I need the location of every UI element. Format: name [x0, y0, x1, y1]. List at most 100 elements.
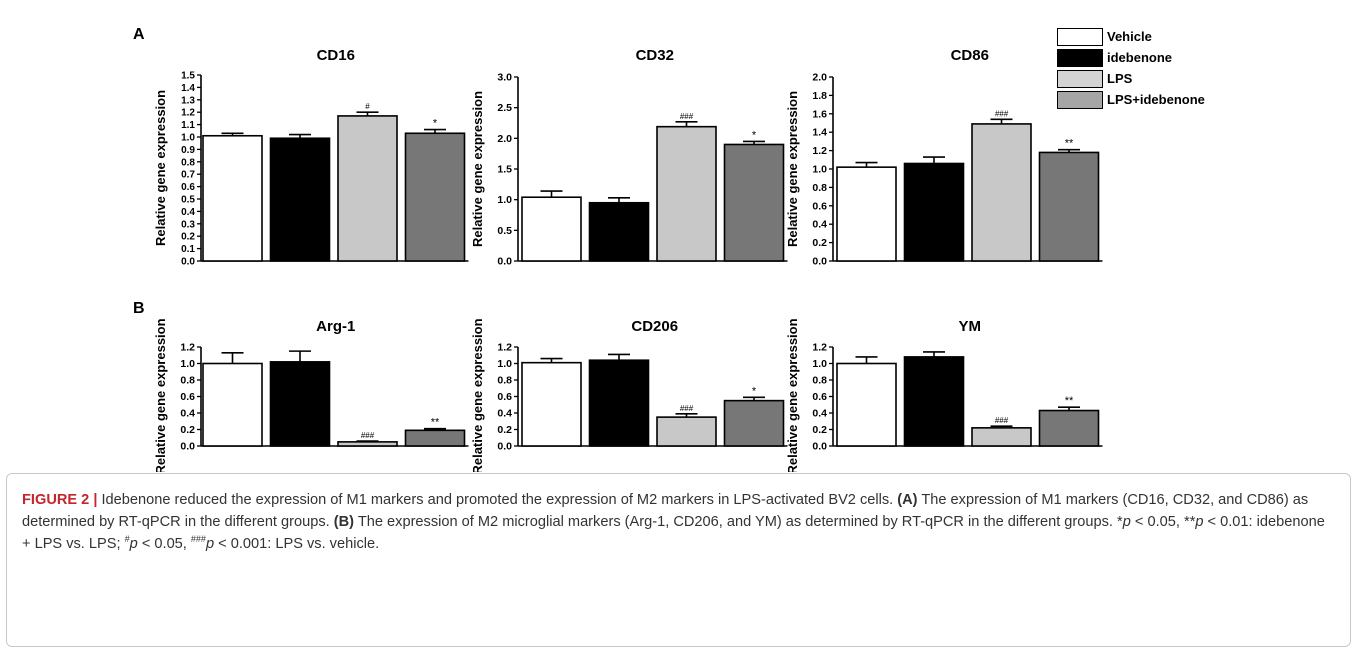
significance-mark-ym-3: ### — [995, 416, 1009, 425]
y-tick-label-cd16: 0.3 — [181, 219, 195, 230]
chart-title-cd206: CD206 — [631, 318, 678, 335]
legend-swatch-vehicle — [1057, 28, 1103, 46]
bar-cd206-3 — [656, 416, 717, 447]
legend-swatch-idebenone — [1057, 49, 1103, 67]
bar-cd32-1 — [521, 196, 582, 262]
legend-label-vehicle: Vehicle — [1107, 29, 1152, 44]
significance-mark-cd32-4: * — [752, 129, 757, 141]
bar-cd32-3 — [656, 125, 717, 262]
y-tick-label-cd86: 1.6 — [812, 108, 827, 120]
y-tick-label-ym: 0.2 — [812, 424, 827, 436]
y-tick-label-cd206: 1.2 — [497, 342, 512, 354]
legend-label-idebenone: idebenone — [1107, 50, 1173, 65]
significance-mark-arg-1-4: ** — [431, 417, 440, 429]
y-tick-label-arg-1: 1.2 — [180, 342, 195, 354]
bar-cd16-4 — [404, 132, 466, 262]
y-tick-label-ym: 1.0 — [812, 358, 827, 370]
y-tick-label-cd86: 2.0 — [812, 72, 827, 84]
y-tick-label-cd16: 0.0 — [181, 257, 195, 268]
y-tick-label-cd206: 0.8 — [497, 375, 512, 387]
significance-mark-cd32-3: ### — [680, 112, 694, 121]
bar-ym-1 — [836, 362, 897, 447]
bar-cd16-2 — [269, 137, 331, 262]
caption-b-text: The expression of M2 microglial markers … — [354, 514, 1118, 530]
bar-ym-2 — [903, 356, 965, 447]
chart-title-cd32: CD32 — [636, 47, 674, 64]
y-tick-label-cd16: 1.3 — [181, 95, 195, 106]
bar-cd32-4 — [723, 143, 785, 262]
significance-mark-cd16-4: * — [433, 118, 438, 130]
y-tick-label-cd32: 0.0 — [497, 256, 512, 268]
y-axis-label-ym: Relative gene expression — [785, 318, 800, 472]
chart-title-ym: YM — [959, 318, 982, 335]
caption-star1: * — [1117, 514, 1123, 530]
y-tick-label-cd16: 0.6 — [181, 182, 195, 193]
y-tick-label-arg-1: 0.0 — [180, 441, 195, 453]
caption-p3: p — [129, 536, 138, 552]
bar-cd206-4 — [723, 399, 785, 447]
caption-box — [6, 473, 1351, 647]
y-tick-label-ym: 1.2 — [812, 342, 827, 354]
y-tick-label-cd16: 1.0 — [181, 133, 195, 144]
bar-cd16-3 — [337, 115, 398, 262]
y-tick-label-cd16: 0.7 — [181, 170, 195, 181]
panel-label-a: A — [133, 26, 145, 43]
y-axis-label-cd86: Relative gene expression — [785, 91, 800, 247]
y-tick-label-cd86: 1.2 — [812, 145, 827, 157]
y-tick-label-cd86: 1.8 — [812, 90, 827, 102]
bar-arg-1-4 — [404, 429, 466, 447]
y-tick-label-cd32: 2.0 — [497, 133, 512, 145]
y-tick-label-cd32: 1.0 — [497, 194, 512, 206]
significance-mark-cd16-3: # — [365, 102, 370, 111]
y-tick-label-cd32: 1.5 — [497, 164, 512, 176]
y-tick-label-ym: 0.0 — [812, 441, 827, 453]
y-tick-label-cd16: 0.1 — [181, 244, 195, 255]
bar-cd32-2 — [588, 201, 650, 262]
significance-mark-cd86-3: ### — [995, 109, 1009, 118]
bar-cd206-1 — [521, 361, 582, 447]
legend-label-lps: LPS — [1107, 71, 1133, 86]
y-tick-label-cd16: 1.2 — [181, 108, 195, 119]
caption-t1: < 0.05, — [1130, 514, 1185, 530]
bar-cd86-3 — [971, 123, 1032, 262]
caption-a-text: The expression of M1 markers (CD16, CD32… — [22, 492, 1309, 530]
y-tick-label-cd16: 1.5 — [181, 71, 195, 82]
chart-title-arg-1: Arg-1 — [316, 318, 355, 335]
bar-ym-4 — [1038, 409, 1100, 447]
y-tick-label-cd32: 2.5 — [497, 102, 512, 114]
caption-star2: ** — [1184, 514, 1196, 530]
bar-ym-3 — [971, 427, 1032, 447]
significance-mark-cd86-4: ** — [1065, 138, 1074, 150]
y-axis-label-arg-1: Relative gene expression — [153, 318, 168, 472]
y-tick-label-cd86: 0.8 — [812, 182, 827, 194]
caption-hash3: ### — [190, 534, 206, 545]
bar-arg-1-1 — [202, 362, 263, 447]
panel-label-b: B — [133, 300, 145, 317]
y-tick-label-ym: 0.6 — [812, 391, 827, 403]
significance-mark-cd206-3: ### — [680, 404, 694, 413]
y-tick-label-cd32: 0.5 — [497, 225, 512, 237]
bar-cd86-2 — [903, 162, 965, 262]
caption-a-label: (A) — [897, 492, 918, 508]
bar-arg-1-3 — [337, 441, 398, 447]
y-tick-label-arg-1: 1.0 — [180, 358, 195, 370]
y-tick-label-arg-1: 0.8 — [180, 375, 195, 387]
y-axis-label-cd16: Relative gene expression — [153, 90, 168, 246]
chart-title-cd16: CD16 — [317, 47, 355, 64]
y-tick-label-cd86: 0.4 — [812, 219, 827, 231]
bar-cd86-4 — [1038, 151, 1100, 262]
y-tick-label-cd32: 3.0 — [497, 72, 512, 84]
y-tick-label-cd16: 0.5 — [181, 195, 195, 206]
bar-cd206-2 — [588, 359, 650, 447]
legend: Vehicle idebenone LPS LPS+idebenone — [1057, 28, 1257, 146]
legend-swatch-lps-idebenone — [1057, 91, 1103, 109]
significance-mark-arg-1-3: ### — [361, 431, 375, 440]
caption-p2: p — [1195, 514, 1204, 530]
y-tick-label-cd206: 1.0 — [497, 358, 512, 370]
y-tick-label-cd86: 0.6 — [812, 200, 827, 212]
y-tick-label-cd16: 0.9 — [181, 145, 195, 156]
y-tick-label-cd86: 1.0 — [812, 164, 827, 176]
y-tick-label-cd86: 1.4 — [812, 127, 827, 139]
y-tick-label-cd16: 0.8 — [181, 157, 195, 168]
caption-figure-label: FIGURE 2 | — [22, 492, 98, 508]
